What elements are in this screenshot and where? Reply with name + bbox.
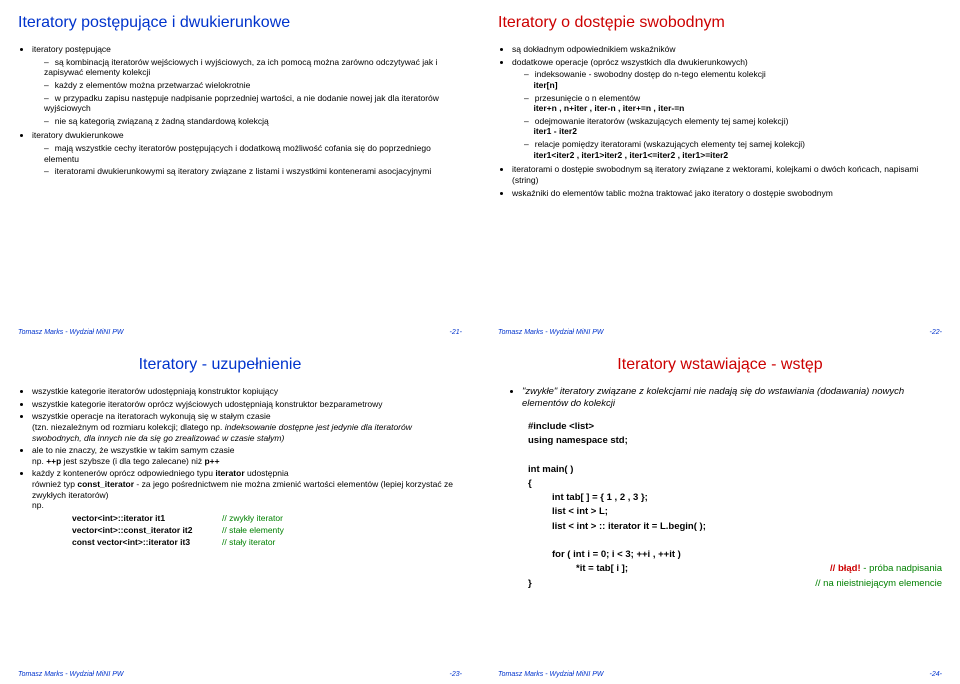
code-line: for ( int i = 0; i < 3; ++i , ++it ) — [552, 548, 942, 562]
code-line: list < int > :: iterator it = L.begin( )… — [552, 520, 942, 534]
text: również typ — [32, 479, 77, 489]
code-line: #include <list> — [528, 420, 942, 434]
page-number: -22- — [930, 329, 942, 336]
slide-4: Iteratory wstawiające - wstęp "zwykłe" i… — [480, 342, 960, 684]
comment: // zwykły iterator — [222, 513, 283, 523]
sub: relacje pomiędzy iteratorami (wskazujący… — [535, 139, 805, 149]
error-comment: // błąd! — [830, 563, 861, 574]
code: const_iterator — [77, 479, 134, 489]
bullet: wszystkie kategorie iteratorów oprócz wy… — [32, 399, 462, 410]
comment: - próba nadpisania — [861, 563, 942, 574]
slide-3: Iteratory - uzupełnienie wszystkie kateg… — [0, 342, 480, 684]
bullet: dodatkowe operacje (oprócz wszystkich dl… — [512, 57, 748, 67]
sub: są kombinacją iteratorów wejściowych i w… — [44, 57, 462, 78]
code: iterator — [215, 468, 244, 478]
code: ++p — [46, 456, 61, 466]
text: jest szybsze (i dla tego zalecane) niż — [61, 456, 204, 466]
sub: przesunięcie o n elementów — [535, 93, 640, 103]
code: vector<int>::const_iterator it2 — [72, 525, 192, 535]
footer: Tomasz Marks - Wydział MiNI PW -23- — [18, 671, 462, 678]
footer-text: Tomasz Marks - Wydział MiNI PW — [18, 671, 124, 678]
bullet: ale to nie znaczy, że wszystkie w takim … — [32, 445, 235, 455]
sub: każdy z elementów można przetwarzać wiel… — [44, 80, 462, 91]
text: np. — [32, 456, 46, 466]
text: każdy z kontenerów oprócz odpowiedniego … — [32, 468, 215, 478]
bullet: wszystkie operacje na iteratorach wykonu… — [32, 411, 271, 421]
code-line: int tab[ ] = { 1 , 2 , 3 }; — [552, 491, 942, 505]
footer: Tomasz Marks - Wydział MiNI PW -21- — [18, 329, 462, 336]
code: iter+n , n+iter , iter-n , iter+=n , ite… — [533, 103, 684, 113]
content: są dokładnym odpowiednikiem wskaźników d… — [498, 42, 942, 329]
comment: // na nieistniejącym elemencie — [815, 577, 942, 591]
content: iteratory postępujące są kombinacją iter… — [18, 42, 462, 329]
sub: odejmowanie iteratorów (wskazujących ele… — [535, 116, 789, 126]
bullet: iteratory postępujące — [32, 44, 111, 54]
code-line: *it = tab[ i ]; — [576, 562, 628, 576]
comment: // stałe elementy — [222, 525, 284, 535]
bullet: "zwykłe" iteratory związane z kolekcjami… — [522, 386, 904, 409]
page-number: -23- — [450, 671, 462, 678]
code-line: using namespace std; — [528, 434, 942, 448]
text: np. — [32, 500, 44, 510]
code-line: int main( ) — [528, 463, 942, 477]
slide-title: Iteratory - uzupełnienie — [0, 356, 462, 374]
sub: mają wszystkie cechy iteratorów postępuj… — [44, 143, 462, 164]
bullet: są dokładnym odpowiednikiem wskaźników — [512, 44, 942, 55]
code: iter[n] — [533, 80, 557, 90]
page-number: -24- — [930, 671, 942, 678]
text: (tzn. niezależnym od rozmiaru kolekcji; … — [32, 422, 225, 432]
code: const vector<int>::iterator it3 — [72, 537, 190, 547]
bullet: wskaźniki do elementów tablic można trak… — [512, 188, 942, 199]
code: iter1<iter2 , iter1>iter2 , iter1<=iter2… — [533, 150, 728, 160]
slide-title: Iteratory postępujące i dwukierunkowe — [18, 14, 462, 32]
footer-text: Tomasz Marks - Wydział MiNI PW — [18, 329, 124, 336]
bullet: iteratory dwukierunkowe — [32, 130, 124, 140]
bullet: wszystkie kategorie iteratorów udostępni… — [32, 386, 462, 397]
slide-title: Iteratory wstawiające - wstęp — [498, 356, 942, 374]
sub: iteratorami dwukierunkowymi są iteratory… — [44, 166, 462, 177]
code: p++ — [204, 456, 219, 466]
page-number: -21- — [450, 329, 462, 336]
sub: w przypadku zapisu następuje nadpisanie … — [44, 93, 462, 114]
comment: // stały iterator — [222, 537, 275, 547]
slide-title: Iteratory o dostępie swobodnym — [498, 14, 942, 32]
slide-2: Iteratory o dostępie swobodnym są dokład… — [480, 0, 960, 342]
code: iter1 - iter2 — [533, 126, 576, 136]
slide-1: Iteratory postępujące i dwukierunkowe it… — [0, 0, 480, 342]
code-line: list < int > L; — [552, 505, 942, 519]
footer: Tomasz Marks - Wydział MiNI PW -24- — [498, 671, 942, 678]
footer-text: Tomasz Marks - Wydział MiNI PW — [498, 329, 604, 336]
content: "zwykłe" iteratory związane z kolekcjami… — [498, 384, 942, 671]
sub: indeksowanie - swobodny dostęp do n-tego… — [535, 69, 766, 79]
sub: nie są kategorią związaną z żadną standa… — [44, 116, 462, 127]
text: udostępnia — [245, 468, 289, 478]
content: wszystkie kategorie iteratorów udostępni… — [18, 384, 462, 671]
footer: Tomasz Marks - Wydział MiNI PW -22- — [498, 329, 942, 336]
code-line: { — [528, 477, 942, 491]
footer-text: Tomasz Marks - Wydział MiNI PW — [498, 671, 604, 678]
bullet: iteratorami o dostępie swobodnym są iter… — [512, 164, 942, 185]
code: vector<int>::iterator it1 — [72, 513, 165, 523]
